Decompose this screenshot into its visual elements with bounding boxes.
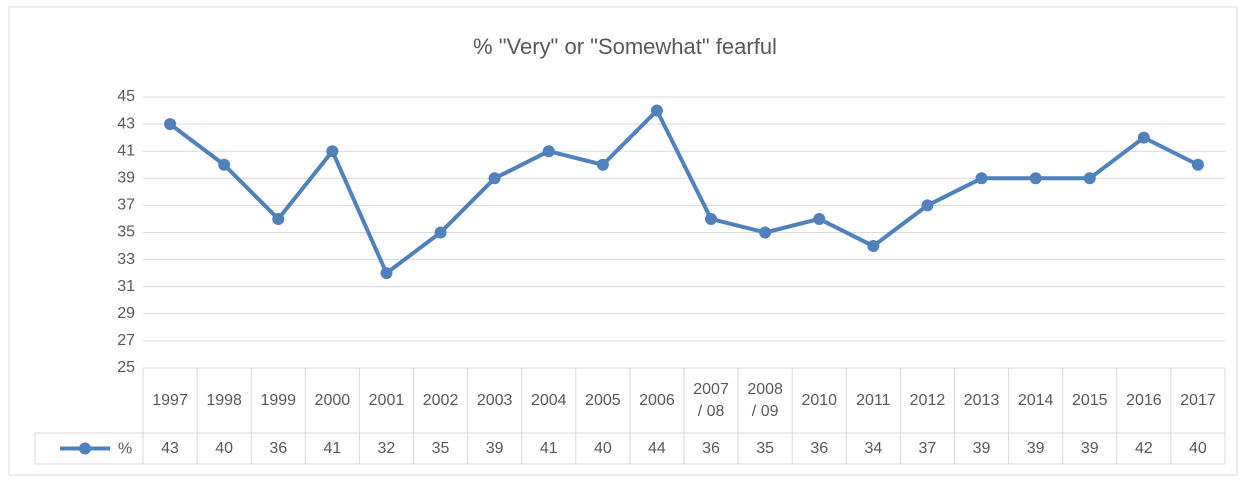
y-tick-label: 37 [117,197,135,214]
y-tick-label: 27 [117,332,135,349]
table-value: 36 [702,439,720,457]
chart-title: % "Very" or "Somewhat" fearful [473,34,777,59]
table-value: 43 [161,439,179,457]
x-tick-label: 2017 [1180,391,1216,409]
x-tick-label: 2012 [909,391,946,409]
point [975,172,988,185]
table-value: 40 [1189,439,1207,457]
y-tick-label: 33 [117,251,135,268]
x-tick-label: 1997 [152,391,188,409]
line [168,108,1199,276]
table-value: 32 [377,439,396,457]
point [650,104,663,117]
point [867,240,880,253]
x-tick-label: 2005 [585,391,621,409]
table-value: 36 [269,439,288,457]
x-tick-label: 2004 [530,391,567,409]
x-tick-label: 2014 [1017,391,1054,409]
x-tick-label: 1999 [260,391,297,409]
table-value: 39 [972,439,991,457]
table-value: 35 [756,439,775,457]
table-value: 40 [593,439,612,457]
x-tick-label: 2007 / 08 [693,380,729,420]
point [596,158,609,171]
table-value: 39 [485,439,504,457]
x-tick-label: 1998 [206,391,242,409]
table-value: 41 [539,439,558,457]
y-tick-label: 43 [117,115,135,132]
point [1083,172,1096,185]
table-value: 37 [918,439,937,457]
table-value: 35 [431,439,450,457]
chart-border [8,6,1238,476]
x-tick-label: 2001 [368,391,405,409]
x-tick-label: 2015 [1071,391,1108,409]
y-tick-label: 25 [117,359,135,376]
point [705,212,718,225]
point [434,226,447,239]
y-tick-label: 45 [117,88,135,105]
y-tick-label: 31 [117,278,135,295]
x-tick-label: 2016 [1126,391,1162,409]
table-value: 42 [1134,439,1153,457]
point [1029,172,1042,185]
table-value: 34 [864,439,883,457]
point [326,145,339,158]
x-tick-label: 2010 [801,391,838,409]
table-value: 39 [1080,439,1099,457]
table-value: 44 [648,439,666,457]
table-value: 40 [215,439,234,457]
x-tick-label: 2013 [963,391,1000,409]
x-tick-label: 2003 [476,391,513,409]
y-tick-label: 29 [117,305,135,322]
table-value: 39 [1026,439,1045,457]
x-tick-label: 2006 [639,391,675,409]
y-tick-label: 39 [117,170,135,187]
point [218,158,231,171]
point [542,145,555,158]
point [164,118,177,131]
point [813,212,826,225]
legend-label: % [118,441,132,458]
point [759,226,772,239]
x-tick-label: 2002 [422,391,459,409]
table-value: 36 [810,439,829,457]
x-tick-label: 2000 [314,391,351,409]
y-tick-label: 35 [117,224,135,241]
point [1191,158,1204,171]
point [1137,131,1150,144]
y-tick-label: 41 [117,142,135,159]
table-value: 41 [323,439,342,457]
point [488,172,501,185]
x-tick-label: 2008 / 09 [747,380,783,420]
point [921,199,934,212]
point [380,267,393,280]
point [272,212,285,225]
x-tick-label: 2011 [856,391,891,409]
legend-marker [79,442,91,455]
